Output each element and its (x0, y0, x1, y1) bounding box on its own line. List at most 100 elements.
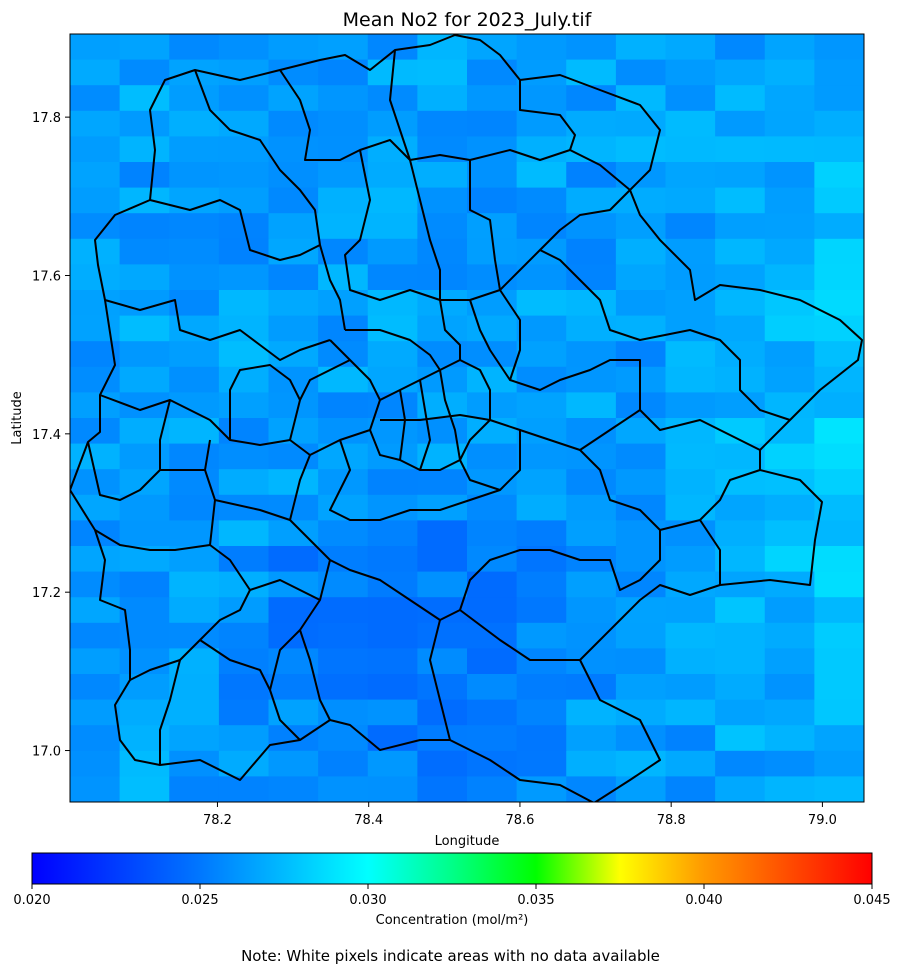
raster-cell (516, 136, 567, 163)
raster-cell (268, 725, 319, 752)
raster-cell (467, 648, 518, 675)
raster-cell (169, 494, 220, 521)
raster-cell (218, 622, 270, 649)
raster-cell (764, 725, 815, 752)
raster-cell (467, 622, 518, 649)
raster-cell (169, 725, 220, 752)
raster-cell (516, 520, 567, 547)
raster-cell (516, 648, 567, 675)
raster-cell (516, 341, 567, 368)
raster-cell (566, 264, 617, 291)
raster-cell (417, 264, 468, 291)
raster-cell (218, 392, 270, 419)
raster-cell (764, 418, 815, 445)
raster-cell (665, 546, 716, 573)
raster-cell (764, 597, 815, 624)
raster-cell (367, 187, 418, 214)
raster-cell (70, 546, 121, 573)
raster-cell (814, 699, 864, 726)
raster-cell (367, 648, 418, 675)
raster-cell (467, 315, 518, 342)
raster-cell (268, 597, 319, 624)
raster-cell (665, 136, 716, 163)
raster-cell (169, 776, 220, 802)
raster-cell (516, 699, 567, 726)
colorbar-tick-label: 0.045 (853, 893, 890, 908)
raster-cell (318, 187, 369, 214)
raster-cell (218, 366, 270, 393)
raster-cell (615, 622, 667, 649)
raster-cell (268, 187, 319, 214)
raster-cell (615, 494, 667, 521)
raster-cell (119, 699, 170, 726)
colorbar-label: Concentration (mol/m²) (376, 913, 529, 928)
y-axis-ticks: 17.8 17.6 17.4 17.2 17.0 (32, 111, 70, 760)
y-tick-label: 17.6 (32, 269, 61, 284)
x-axis-ticks: 78.2 78.4 78.6 78.8 79.0 (203, 802, 837, 828)
raster-cell (814, 341, 864, 368)
raster-cell (615, 187, 667, 214)
raster-cell (615, 34, 667, 61)
raster-cell (566, 315, 617, 342)
raster-cell (218, 264, 270, 291)
raster-cell (467, 187, 518, 214)
raster-cell (218, 443, 270, 470)
raster-cell (467, 85, 518, 112)
raster-cell (268, 110, 319, 137)
raster-cell (764, 110, 815, 137)
raster-cell (814, 187, 864, 214)
raster-cell (764, 494, 815, 521)
raster-cell (516, 85, 567, 112)
raster-cell (218, 34, 270, 61)
raster-cell (566, 213, 617, 240)
raster-cell (715, 85, 766, 112)
raster-cell (665, 315, 716, 342)
raster-cell (119, 264, 170, 291)
raster-cell (715, 725, 766, 752)
raster-cell (615, 597, 667, 624)
raster-cell (467, 725, 518, 752)
raster-cell (268, 392, 319, 419)
raster-cell (367, 699, 418, 726)
raster-cell (516, 443, 567, 470)
raster-cell (367, 776, 418, 802)
raster-cell (318, 162, 369, 189)
raster-cell (814, 443, 864, 470)
raster-cell (814, 597, 864, 624)
raster-cell (566, 110, 617, 137)
raster-cell (367, 238, 418, 265)
raster-cell (566, 341, 617, 368)
raster-cell (665, 648, 716, 675)
raster-cell (318, 213, 369, 240)
raster-cell (218, 546, 270, 573)
raster-cell (169, 597, 220, 624)
raster-cell (119, 213, 170, 240)
raster-cell (367, 494, 418, 521)
raster-cell (467, 443, 518, 470)
raster-cell (218, 136, 270, 163)
raster-cell (467, 699, 518, 726)
raster-cell (70, 264, 121, 291)
no2-raster (70, 34, 864, 802)
raster-cell (764, 315, 815, 342)
raster-cell (268, 674, 319, 701)
raster-cell (566, 290, 617, 317)
raster-cell (615, 59, 667, 86)
raster-cell (119, 366, 170, 393)
raster-cell (566, 520, 617, 547)
raster-cell (715, 136, 766, 163)
raster-cell (615, 110, 667, 137)
raster-cell (814, 238, 864, 265)
raster-cell (417, 674, 468, 701)
raster-cell (169, 443, 220, 470)
raster-cell (516, 34, 567, 61)
raster-cell (516, 622, 567, 649)
raster-cell (119, 725, 170, 752)
raster-cell (715, 469, 766, 496)
raster-cell (615, 776, 667, 802)
raster-cell (218, 725, 270, 752)
map-area (70, 34, 864, 802)
colorbar-tick-label: 0.040 (685, 893, 722, 908)
x-axis-label: Longitude (435, 834, 500, 849)
